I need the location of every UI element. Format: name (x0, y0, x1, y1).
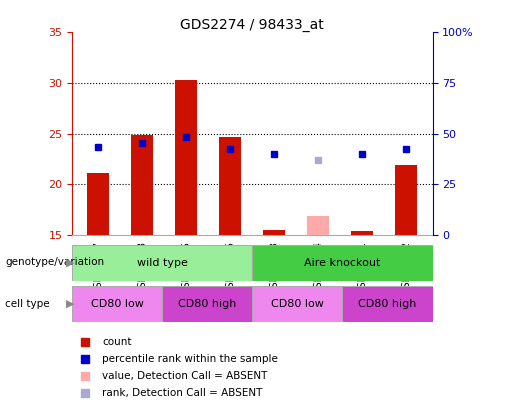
Text: Aire knockout: Aire knockout (304, 258, 381, 268)
Text: genotype/variation: genotype/variation (5, 258, 104, 267)
Text: percentile rank within the sample: percentile rank within the sample (102, 354, 278, 364)
Text: GDS2274 / 98433_at: GDS2274 / 98433_at (180, 18, 324, 32)
Text: wild type: wild type (137, 258, 187, 268)
Text: CD80 high: CD80 high (178, 299, 236, 309)
Bar (72, 245, 252, 281)
Bar (72, 286, 162, 322)
Text: ▶: ▶ (66, 258, 75, 267)
Text: rank, Detection Call = ABSENT: rank, Detection Call = ABSENT (102, 388, 263, 398)
Bar (252, 245, 433, 281)
Bar (307, 215, 329, 235)
Text: CD80 high: CD80 high (358, 299, 417, 309)
Bar (88, 173, 110, 235)
Bar (342, 286, 433, 322)
Bar (219, 137, 242, 235)
Bar (351, 231, 373, 235)
Text: ▶: ▶ (66, 299, 75, 309)
Text: cell type: cell type (5, 299, 50, 309)
Bar (162, 286, 252, 322)
Text: CD80 low: CD80 low (91, 299, 144, 309)
Bar (252, 286, 342, 322)
Text: CD80 low: CD80 low (271, 299, 324, 309)
Text: value, Detection Call = ABSENT: value, Detection Call = ABSENT (102, 371, 268, 381)
Bar (131, 134, 153, 235)
Bar (176, 80, 197, 235)
Text: count: count (102, 337, 132, 347)
Bar (263, 230, 285, 235)
Bar (395, 165, 417, 235)
